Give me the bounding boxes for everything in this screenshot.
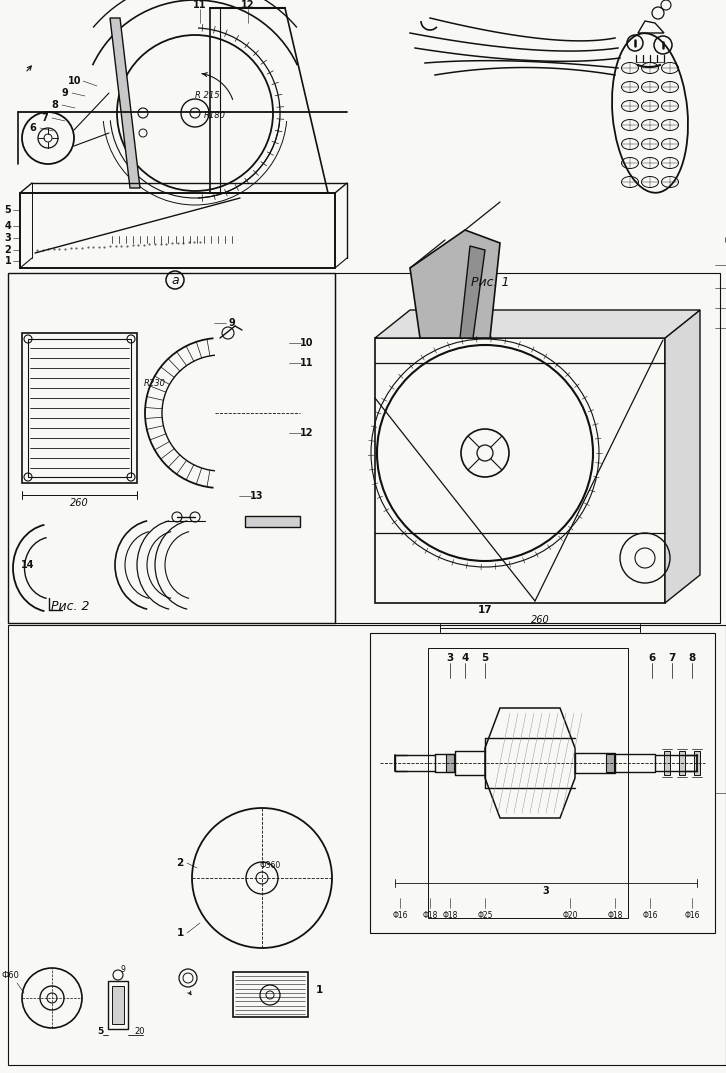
Bar [370, 633, 715, 934]
Text: 8: 8 [52, 100, 58, 111]
Bar [108, 981, 128, 1029]
Text: Φ25: Φ25 [477, 911, 493, 920]
Text: 1: 1 [315, 985, 322, 995]
Text: Φ16: Φ16 [392, 911, 408, 920]
Text: 4: 4 [461, 653, 469, 663]
Polygon shape [460, 246, 485, 338]
Text: Рис. 1: Рис. 1 [470, 277, 509, 290]
Text: 7: 7 [669, 653, 676, 663]
Text: R230: R230 [144, 379, 166, 387]
Bar [8, 273, 335, 623]
Text: R 215: R 215 [195, 90, 219, 100]
Text: Рис. 2: Рис. 2 [51, 601, 89, 614]
Text: 14: 14 [21, 560, 35, 570]
Bar [112, 986, 124, 1024]
Text: 9: 9 [229, 318, 235, 328]
Bar [664, 751, 670, 775]
Text: Φ16: Φ16 [725, 789, 726, 797]
Bar [8, 624, 726, 1065]
Text: Φ16: Φ16 [684, 911, 700, 920]
Text: 11: 11 [301, 358, 314, 368]
Text: 5: 5 [481, 653, 489, 663]
Polygon shape [375, 310, 700, 338]
Bar [233, 972, 308, 1017]
Text: 20: 20 [135, 1028, 145, 1037]
Polygon shape [110, 18, 140, 188]
Bar [28, 339, 131, 477]
Text: Φ18: Φ18 [423, 911, 438, 920]
Bar [679, 751, 685, 775]
Bar [606, 754, 614, 771]
Text: 10: 10 [301, 338, 314, 348]
Polygon shape [410, 230, 500, 338]
Bar [446, 754, 454, 771]
Text: 8: 8 [688, 653, 696, 663]
Text: 12: 12 [301, 428, 314, 438]
Text: Φ20: Φ20 [562, 911, 578, 920]
Bar [22, 333, 137, 483]
Text: 260: 260 [531, 615, 550, 624]
Text: 2: 2 [176, 858, 184, 868]
Text: 4: 4 [4, 221, 12, 231]
Text: 13: 13 [250, 491, 264, 501]
Text: Φ18: Φ18 [442, 911, 457, 920]
Text: 1: 1 [176, 928, 184, 938]
Text: 3: 3 [446, 653, 454, 663]
Text: Ф360: Ф360 [259, 862, 281, 870]
Text: 9: 9 [121, 965, 126, 973]
Polygon shape [665, 310, 700, 603]
Text: 5: 5 [4, 205, 12, 215]
Text: 7: 7 [41, 113, 49, 123]
Bar [694, 751, 700, 775]
Text: Φ18: Φ18 [608, 911, 623, 920]
Text: Φ16: Φ16 [643, 911, 658, 920]
Text: 2: 2 [4, 245, 12, 255]
Text: 1: 1 [4, 256, 12, 266]
Text: 12: 12 [241, 0, 255, 10]
Text: 5: 5 [97, 1028, 103, 1037]
Text: 17: 17 [478, 605, 492, 615]
Bar [245, 516, 300, 527]
Text: 6: 6 [648, 653, 656, 663]
Text: 260: 260 [70, 498, 89, 508]
Text: 11: 11 [193, 0, 207, 10]
Text: R180: R180 [204, 111, 226, 119]
Text: 6: 6 [30, 123, 36, 133]
Bar [428, 648, 628, 918]
Text: 9: 9 [62, 88, 68, 98]
Text: 10: 10 [68, 76, 82, 86]
Bar [335, 273, 720, 623]
Text: а: а [171, 274, 179, 286]
Text: 3: 3 [542, 886, 550, 896]
Text: Ф60: Ф60 [1, 971, 19, 981]
Text: 3: 3 [4, 233, 12, 242]
